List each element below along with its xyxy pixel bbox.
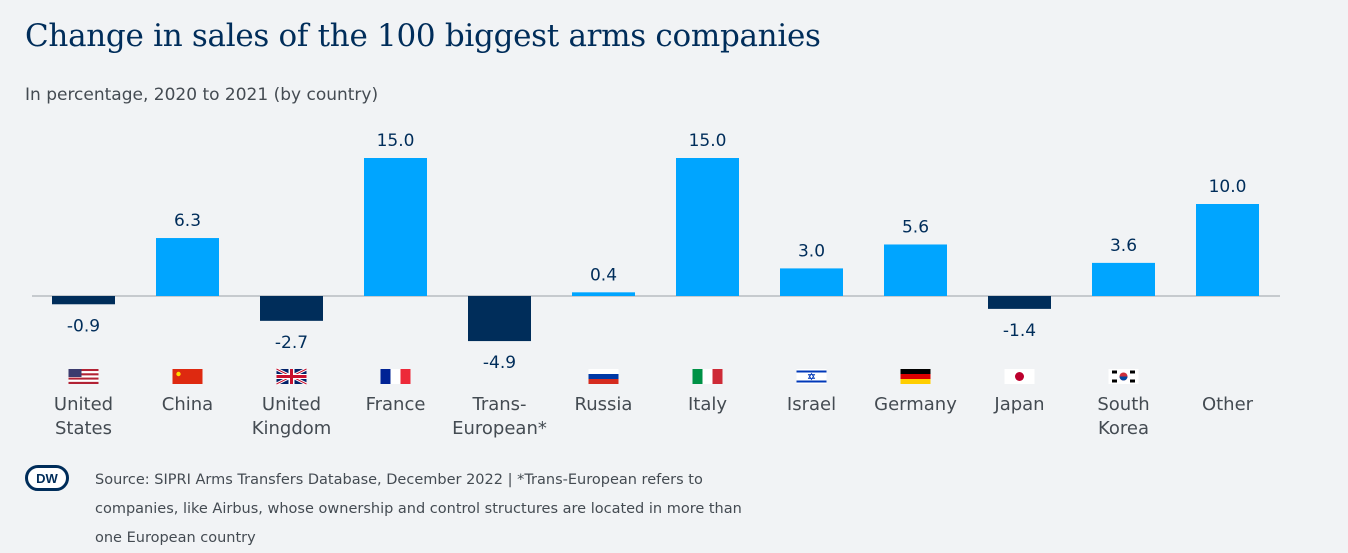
flag-band <box>588 369 619 374</box>
category-label-5: Russia <box>575 394 633 415</box>
value-label-10: 3.6 <box>1110 236 1137 256</box>
flag-stripe <box>68 371 99 374</box>
flag-band <box>588 379 619 384</box>
value-label-7: 3.0 <box>798 241 825 261</box>
flag-star <box>176 371 181 377</box>
category-label-2-line-1: Kingdom <box>252 418 332 439</box>
flag-band <box>900 379 931 384</box>
value-label-3: 15.0 <box>377 131 415 151</box>
category-label-0-line-1: States <box>55 418 112 439</box>
value-label-1: 6.3 <box>174 211 201 231</box>
bar-8 <box>884 244 947 296</box>
value-label-8: 5.6 <box>902 217 929 237</box>
category-label-4-line-1: European* <box>452 418 547 439</box>
dw-logo: DW <box>25 465 69 491</box>
bar-9 <box>988 296 1051 309</box>
value-label-4: -4.9 <box>483 353 516 373</box>
flag-band <box>588 374 619 379</box>
bar-7 <box>780 268 843 296</box>
flag-band <box>900 374 931 379</box>
flag-band <box>900 369 931 374</box>
flag-sun <box>1015 372 1024 381</box>
flag-stripe <box>68 377 99 380</box>
dw-logo-text: DW <box>36 471 58 486</box>
flag-star <box>807 372 816 381</box>
category-label-1: China <box>162 394 213 415</box>
category-label-8: Germany <box>874 394 957 415</box>
russia-flag-icon <box>588 369 619 384</box>
source-note: Source: SIPRI Arms Transfers Database, D… <box>95 472 742 546</box>
flag-band <box>712 369 723 384</box>
flag-trigram <box>1112 370 1117 374</box>
value-label-5: 0.4 <box>590 265 617 285</box>
bar-chart: -0.9 United States 6.3 China -2.7 United Kingdo… <box>32 131 1280 439</box>
flag-band <box>390 369 401 384</box>
flag-cross-h-red <box>276 375 307 378</box>
uk-flag-icon <box>275 367 308 386</box>
chart-subtitle: In percentage, 2020 to 2021 (by country) <box>25 85 379 105</box>
bar-4 <box>468 296 531 342</box>
flag-taeguk-blue <box>1119 376 1128 381</box>
china-flag-icon <box>172 369 203 384</box>
flag-trigram <box>1112 379 1117 383</box>
category-label-7: Israel <box>787 394 836 415</box>
flag-band <box>380 369 391 384</box>
category-label-4-line-0: Trans- <box>471 394 526 415</box>
bar-3 <box>364 158 427 296</box>
value-label-0: -0.9 <box>67 316 100 336</box>
value-label-11: 10.0 <box>1209 177 1247 197</box>
bar-6 <box>676 158 739 296</box>
bar-0 <box>52 296 115 305</box>
italy-flag-icon <box>692 369 723 384</box>
category-label-10-line-1: Korea <box>1098 418 1149 439</box>
category-label-9: Japan <box>993 394 1044 415</box>
bar-11 <box>1196 204 1259 296</box>
flag-field <box>796 369 827 384</box>
category-label-3: France <box>366 394 426 415</box>
chart-title: Change in sales of the 100 biggest arms … <box>25 18 821 54</box>
value-label-6: 15.0 <box>689 131 727 151</box>
value-label-9: -1.4 <box>1003 321 1036 341</box>
category-label-11: Other <box>1202 394 1254 415</box>
category-label-6: Italy <box>688 394 727 415</box>
flag-trigram <box>1130 370 1135 374</box>
us-flag-icon <box>68 369 99 384</box>
flag-band <box>692 369 703 384</box>
category-label-10-line-0: South <box>1097 394 1149 415</box>
category-label-2-line-0: United <box>262 394 321 415</box>
south-korea-flag-icon <box>1108 369 1139 384</box>
bar-5 <box>572 292 635 296</box>
category-label-0-line-0: United <box>54 394 113 415</box>
flag-stripe <box>68 381 99 384</box>
bar-2 <box>260 296 323 321</box>
germany-flag-icon <box>900 369 931 384</box>
israel-flag-icon <box>796 369 827 384</box>
flag-band <box>796 370 827 373</box>
flag-stripe <box>68 375 99 378</box>
flag-stripe <box>68 369 99 372</box>
flag-band <box>702 369 713 384</box>
bar-1 <box>156 238 219 296</box>
value-label-2: -2.7 <box>275 333 308 353</box>
flag-field <box>172 369 203 384</box>
flag-stripe <box>68 373 99 376</box>
bar-10 <box>1092 262 1155 296</box>
japan-flag-icon <box>1004 369 1035 384</box>
flag-band <box>400 369 411 384</box>
flag-canton <box>68 369 82 377</box>
france-flag-icon <box>380 369 411 384</box>
flag-trigram <box>1130 379 1135 383</box>
flag-band <box>796 380 827 383</box>
flag-stripe <box>68 379 99 382</box>
